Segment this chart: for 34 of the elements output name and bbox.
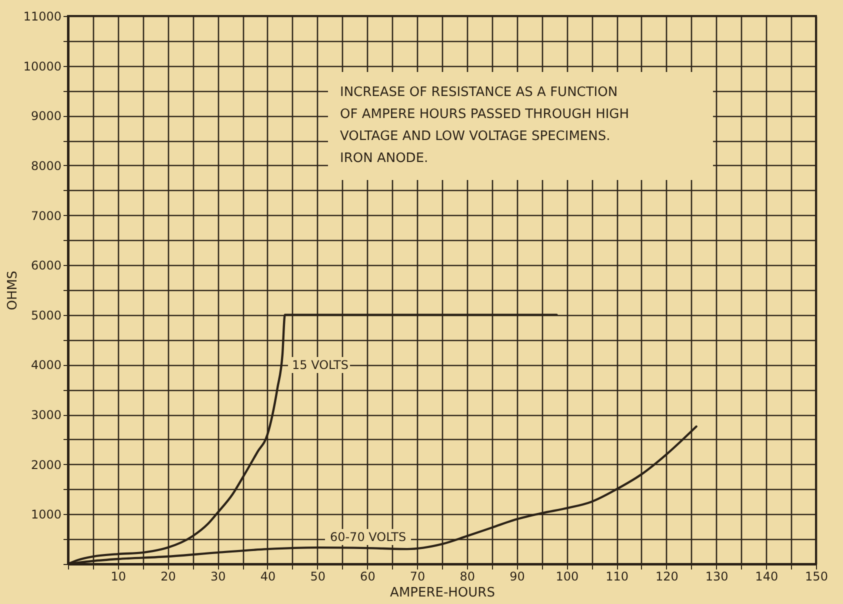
- x-tick-label: 40: [260, 570, 276, 584]
- x-tick-label: 110: [606, 570, 628, 584]
- y-tick-label: 3000: [30, 408, 62, 422]
- series-label: 15 VOLTS: [292, 358, 349, 372]
- x-tick-label: 140: [755, 570, 778, 584]
- x-axis-title: AMPERE-HOURS: [390, 586, 495, 600]
- y-tick-label: 7000: [30, 208, 62, 223]
- series-label: 60-70 VOLTS: [330, 530, 406, 544]
- x-tick-label: 120: [655, 570, 678, 584]
- y-tick-label: 4000: [30, 358, 62, 372]
- annotation: IRON ANODE.: [340, 151, 428, 166]
- x-tick-label: 150: [805, 570, 828, 584]
- annotation: OF AMPERE HOURS PASSED THROUGH HIGH: [340, 107, 630, 122]
- x-tick-label: 80: [460, 570, 476, 584]
- x-tick-label: 10: [110, 570, 126, 584]
- y-tick-label: 5000: [30, 308, 62, 322]
- x-tick-label: 130: [705, 570, 728, 584]
- annotation: INCREASE OF RESISTANCE AS A FUNCTION: [340, 85, 618, 100]
- y-tick-label: 1000: [30, 508, 62, 522]
- y-tick-label: 6000: [30, 258, 62, 273]
- y-tick-label: 2000: [30, 458, 62, 472]
- x-tick-label: 60: [360, 570, 376, 584]
- x-tick-label: 50: [310, 570, 326, 584]
- annotation: VOLTAGE AND LOW VOLTAGE SPECIMENS.: [340, 129, 610, 144]
- y-tick-label: 10000: [23, 59, 62, 74]
- x-tick-label: 20: [160, 570, 176, 584]
- x-tick-label: 100: [556, 570, 579, 584]
- y-axis-title: OHMS: [5, 270, 20, 310]
- x-tick-label: 30: [210, 570, 226, 584]
- y-tick-label: 8000: [30, 158, 62, 173]
- y-tick-label: 11000: [23, 10, 62, 24]
- x-tick-label: 90: [510, 570, 525, 584]
- x-tick-label: 70: [410, 570, 426, 584]
- y-tick-label: 9000: [30, 109, 62, 124]
